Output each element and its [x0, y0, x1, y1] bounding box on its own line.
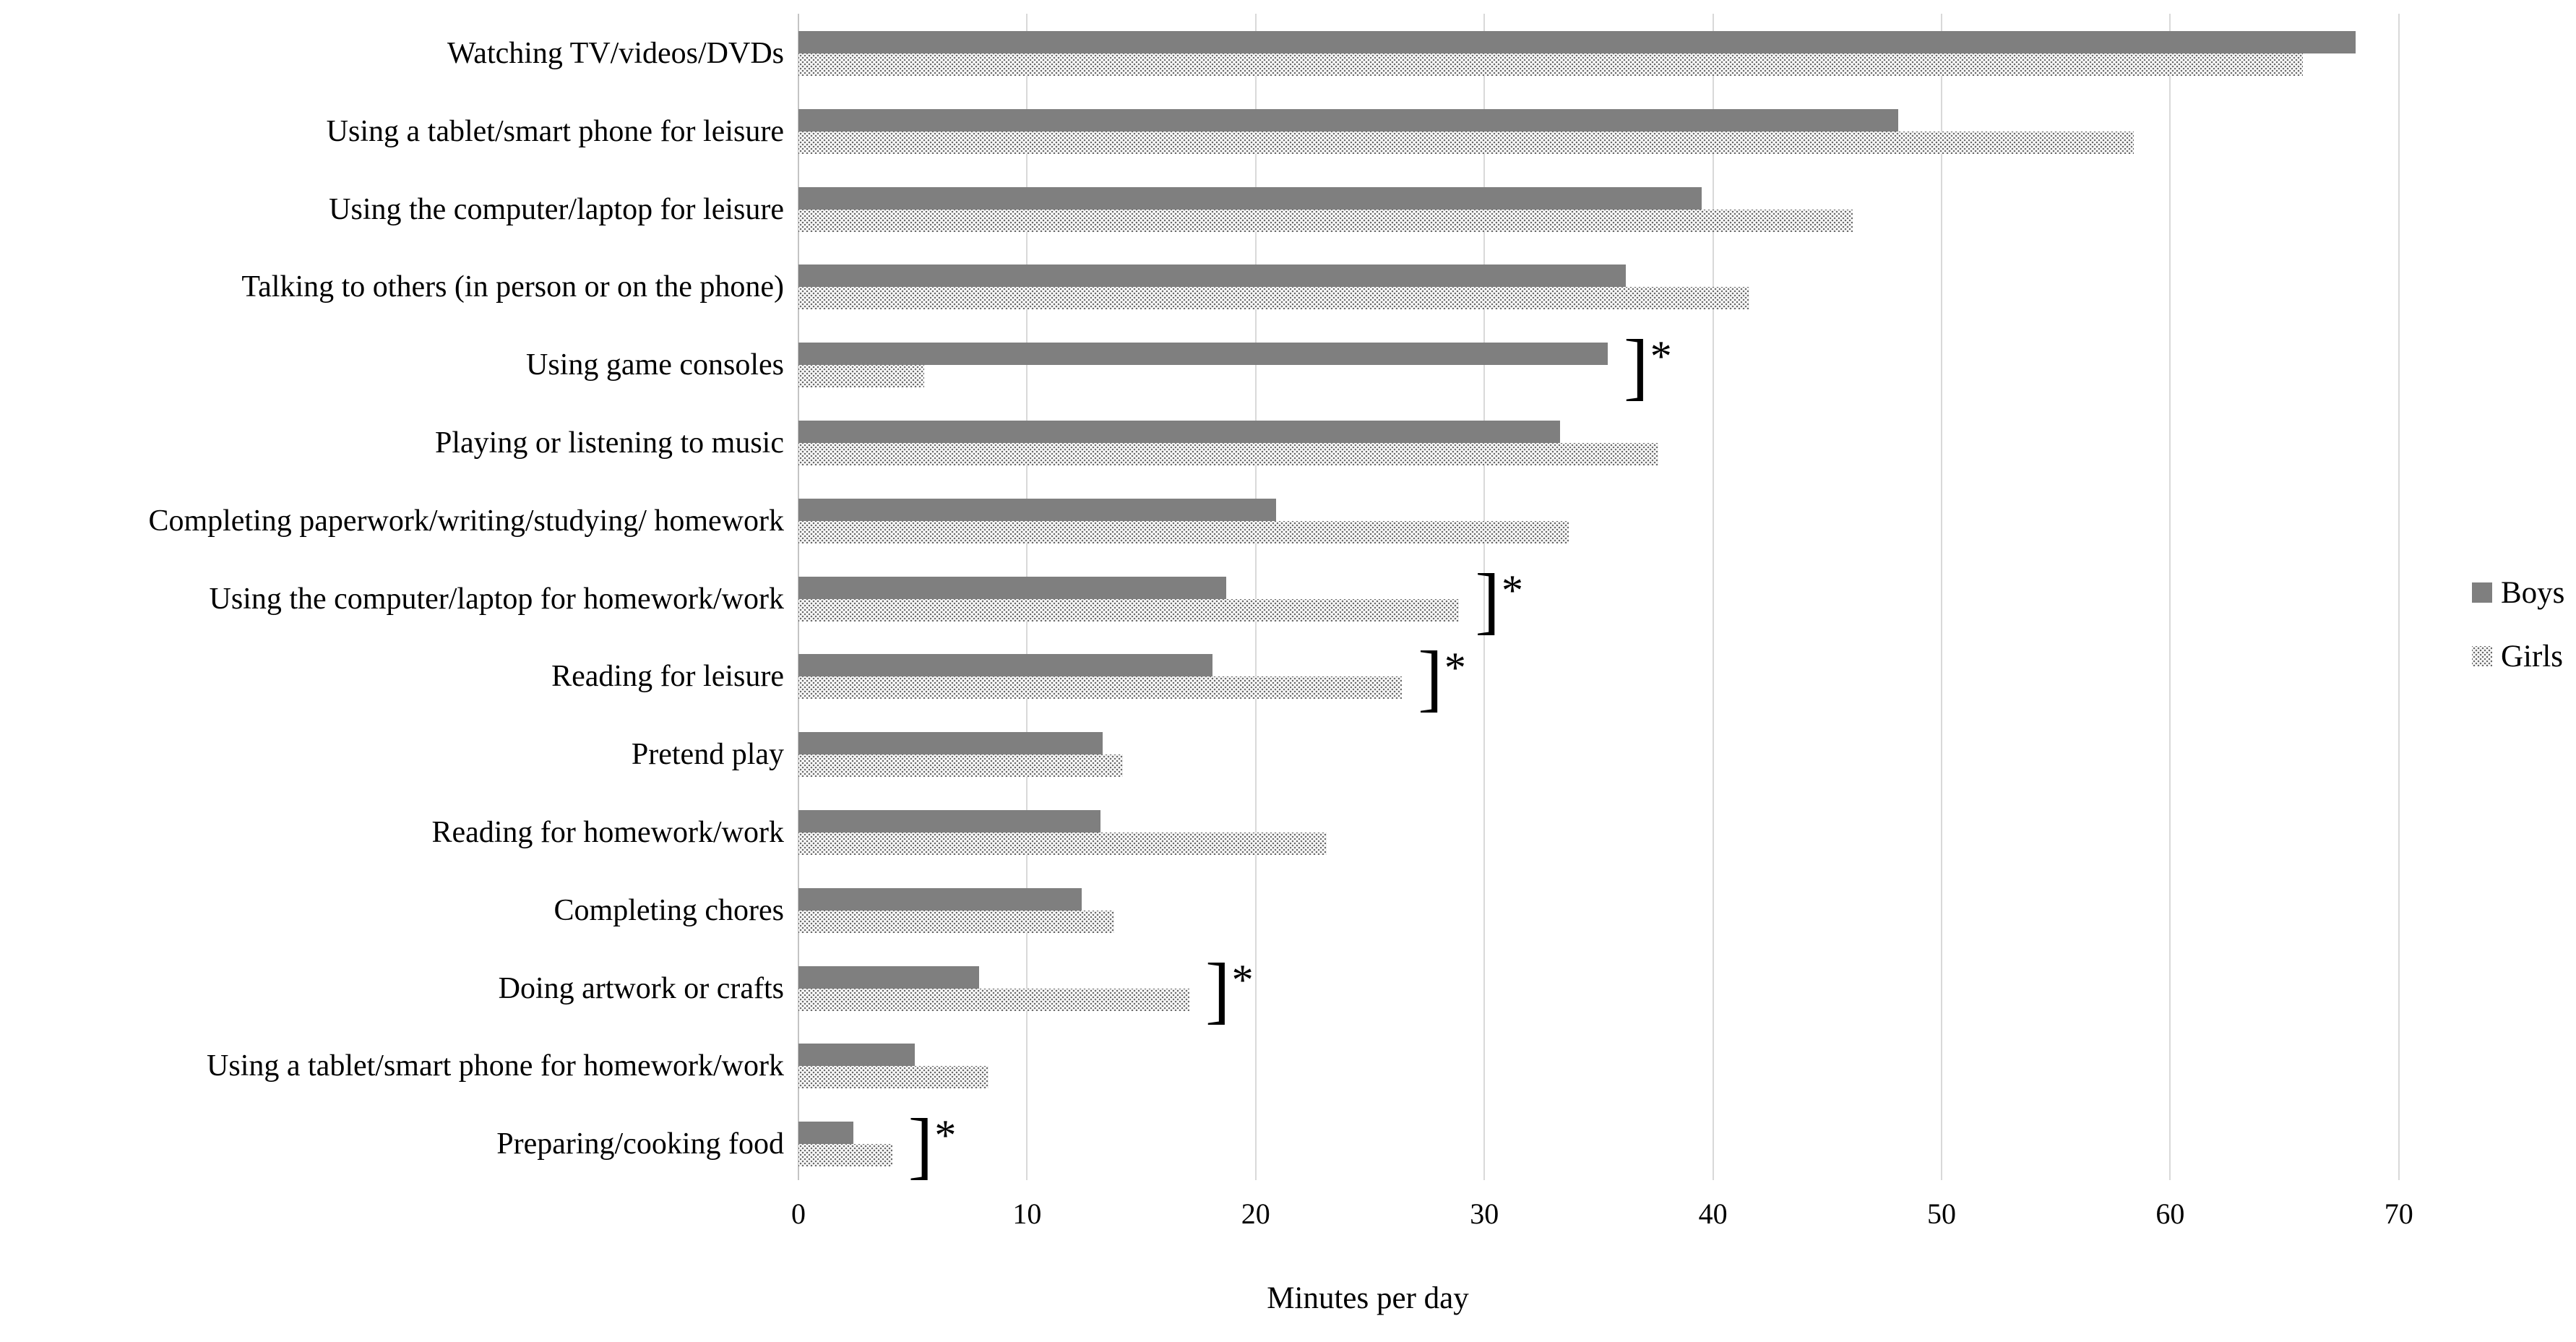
- boys-bar: [798, 654, 1212, 677]
- legend-item-girls: Girls: [2472, 636, 2564, 676]
- girls-bar: [798, 1066, 988, 1089]
- significance-asterisk: *: [1650, 332, 1672, 381]
- boys-bar: [798, 186, 1702, 210]
- category-label: Using game consoles: [526, 348, 784, 382]
- x-tick-label: 20: [1241, 1197, 1270, 1230]
- category-label: Using a tablet/smart phone for leisure: [326, 114, 784, 148]
- x-tick-label: 10: [1012, 1197, 1042, 1230]
- girls-bar: [798, 676, 1403, 700]
- significance-asterisk: *: [1502, 566, 1524, 614]
- significance-bracket: ]: [908, 1104, 934, 1187]
- boys-bar: [798, 108, 1898, 132]
- boys-bar: [798, 343, 1608, 366]
- boys-bar: [798, 421, 1560, 443]
- category-label: Pretend play: [631, 738, 784, 772]
- girls-bar: [798, 209, 1853, 232]
- significance-marker: ] *: [1205, 947, 1254, 1031]
- girls-bar: [798, 833, 1327, 855]
- girls-bar: [798, 910, 1114, 933]
- x-tick-label: 30: [1470, 1197, 1499, 1230]
- legend-item-boys: Boys: [2472, 572, 2564, 613]
- boys-bar: [798, 1122, 853, 1145]
- category-label: Using a tablet/smart phone for homework/…: [207, 1049, 784, 1083]
- gridline-60: [2169, 14, 2171, 1180]
- boys-bar: [798, 965, 979, 989]
- significance-marker: ] *: [908, 1104, 957, 1187]
- boys-bar: [798, 498, 1277, 521]
- girls-bar: [798, 988, 1190, 1011]
- category-label: Completing paperwork/writing/studying/ h…: [148, 504, 784, 538]
- significance-bracket: ]: [1205, 947, 1231, 1031]
- legend: Boys Girls: [2472, 572, 2564, 676]
- boys-bar: [798, 264, 1627, 288]
- girls-bar: [798, 754, 1124, 778]
- category-label: Preparing/cooking food: [496, 1127, 784, 1161]
- x-tick-label: 70: [2384, 1197, 2413, 1230]
- girls-bar: [798, 53, 2303, 76]
- gridline-20: [1254, 14, 1257, 1180]
- boys-bar: [798, 1044, 916, 1067]
- girls-bar: [798, 365, 925, 388]
- x-tick-label: 60: [2155, 1197, 2185, 1230]
- gridline-40: [1712, 14, 1714, 1180]
- x-axis-title: Minutes per day: [1267, 1281, 1469, 1315]
- girls-bar: [798, 598, 1460, 621]
- category-label: Reading for leisure: [551, 660, 784, 694]
- category-label: Playing or listening to music: [435, 426, 784, 460]
- boys-bar: [798, 576, 1226, 599]
- boys-legend-swatch: [2472, 582, 2492, 603]
- girls-legend-swatch: [2472, 646, 2492, 666]
- significance-bracket: ]: [1418, 636, 1443, 720]
- boys-bar: [798, 31, 2356, 53]
- category-label: Reading for homework/work: [431, 816, 784, 849]
- significance-marker: ] *: [1624, 324, 1672, 408]
- significance-asterisk: *: [1444, 644, 1466, 692]
- x-tick-label: 50: [1927, 1197, 1956, 1230]
- legend-label-girls: Girls: [2501, 639, 2563, 674]
- category-label: Watching TV/videos/DVDs: [447, 37, 784, 70]
- gridline-30: [1483, 14, 1486, 1180]
- category-label: Using the computer/laptop for leisure: [329, 192, 784, 226]
- category-label: Using the computer/laptop for homework/w…: [209, 582, 785, 616]
- category-label: Doing artwork or crafts: [498, 971, 784, 1005]
- girls-bar: [798, 131, 2134, 154]
- girls-bar: [798, 287, 1750, 310]
- gridline-70: [2398, 14, 2400, 1180]
- girls-bar: [798, 1144, 892, 1167]
- significance-marker: ] *: [1475, 558, 1524, 642]
- girls-bar: [798, 443, 1658, 465]
- significance-marker: ] *: [1418, 636, 1466, 720]
- girls-bar: [798, 520, 1569, 543]
- boys-bar: [798, 732, 1103, 755]
- legend-label-boys: Boys: [2501, 575, 2565, 610]
- significance-asterisk: *: [934, 1111, 957, 1160]
- significance-asterisk: *: [1231, 955, 1254, 1004]
- significance-bracket: ]: [1475, 558, 1501, 642]
- gridline-50: [1941, 14, 1942, 1180]
- x-tick-label: 0: [791, 1197, 806, 1230]
- boys-bar: [798, 887, 1082, 911]
- category-label: Completing chores: [553, 893, 784, 927]
- category-label: Talking to others (in person or on the p…: [241, 270, 784, 304]
- significance-bracket: ]: [1624, 324, 1649, 408]
- boys-bar: [798, 810, 1100, 833]
- x-tick-label: 40: [1698, 1197, 1728, 1230]
